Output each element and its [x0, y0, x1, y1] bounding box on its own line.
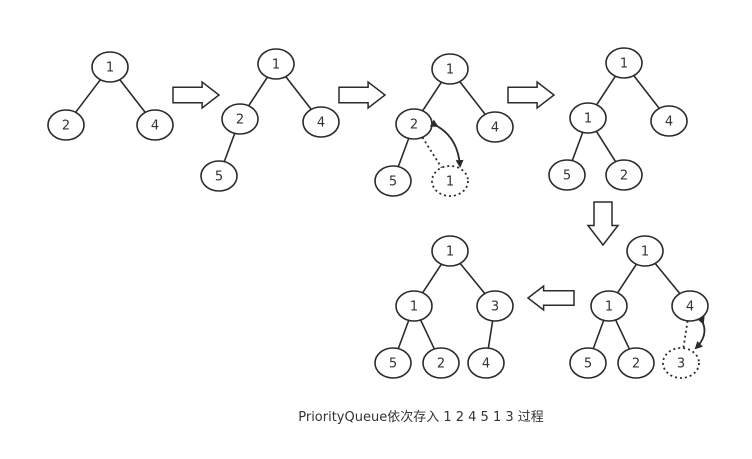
step-arrow-down [586, 201, 620, 247]
tree-edge [119, 79, 146, 113]
node-label: 1 [446, 63, 454, 78]
tree-node [617, 347, 655, 379]
tree-node [431, 235, 469, 267]
node-label: 1 [605, 300, 613, 315]
tree-node [200, 160, 238, 192]
step-arrow-right [338, 80, 387, 110]
node-label: 1 [641, 245, 649, 260]
node-label: 1 [272, 58, 280, 73]
tree-edge [421, 263, 443, 294]
tree-node [422, 347, 460, 379]
tree-edge [614, 319, 631, 350]
node-label: 5 [389, 357, 397, 372]
tree-node [548, 159, 586, 191]
tree-edge [595, 75, 617, 106]
new-node-label: 1 [446, 175, 454, 190]
tree-node [605, 47, 643, 79]
tree-edge [397, 138, 410, 167]
node-label: 2 [236, 113, 244, 128]
tree-node [91, 51, 129, 83]
pending-edge [421, 136, 443, 169]
pending-edge [682, 320, 689, 349]
step-arrow-left [526, 284, 575, 312]
tree-edge [419, 319, 436, 350]
node-label: 5 [584, 357, 592, 372]
tree-node [136, 109, 174, 141]
tree-node [257, 48, 295, 80]
node-label: 5 [389, 175, 397, 190]
node-label: 2 [437, 357, 445, 372]
new-node [431, 165, 469, 197]
tree-node [569, 102, 607, 134]
node-label: 1 [584, 112, 592, 127]
tree-node [476, 111, 514, 143]
tree-node [302, 106, 340, 138]
tree-edge [421, 81, 443, 112]
tree-edge [285, 76, 312, 110]
node-label: 4 [665, 115, 673, 130]
tree-edge [592, 320, 605, 349]
tree-node [590, 290, 628, 322]
node-label: 3 [491, 300, 499, 315]
tree-node [671, 290, 709, 322]
node-label: 2 [632, 357, 640, 372]
tree-edge [397, 320, 410, 349]
new-node [662, 347, 700, 379]
step-arrow-right [172, 80, 221, 110]
tree-edge [654, 262, 681, 295]
node-label: 4 [482, 357, 490, 372]
node-label: 4 [317, 116, 325, 131]
tree-node [374, 165, 412, 197]
tree-edge [247, 76, 269, 107]
tree-edge [571, 132, 584, 161]
tree-node [467, 347, 505, 379]
node-label: 4 [151, 119, 159, 134]
tree-node [605, 159, 643, 191]
tree-node [650, 105, 688, 137]
node-label: 2 [620, 169, 628, 184]
tree-edge [487, 320, 494, 349]
node-label: 1 [410, 300, 418, 315]
diagram-caption: PriorityQueue依次存入 1 2 4 5 1 3 过程 [298, 410, 544, 425]
node-label: 4 [686, 300, 694, 315]
tree-node [221, 103, 259, 135]
node-label: 2 [410, 118, 418, 133]
tree-edge [223, 133, 236, 162]
node-label: 4 [491, 121, 499, 136]
tree-edge [74, 79, 102, 113]
tree-edge [633, 75, 660, 109]
node-label: 1 [620, 57, 628, 72]
step-arrow-right [507, 80, 556, 110]
swap-arrow [429, 119, 464, 168]
tree-edge [616, 263, 638, 294]
node-label: 5 [215, 170, 223, 185]
tree-edge [595, 130, 617, 163]
tree-node [476, 290, 514, 322]
node-label: 5 [563, 169, 571, 184]
tree-edge [459, 81, 486, 115]
tree-node [431, 53, 469, 85]
tree-edge [459, 262, 486, 295]
swap-arrow [694, 315, 706, 350]
new-node-label: 3 [677, 357, 685, 372]
tree-node [47, 109, 85, 141]
tree-node [569, 347, 607, 379]
tree-node [374, 347, 412, 379]
node-label: 2 [62, 119, 70, 134]
node-label: 1 [106, 61, 114, 76]
node-label: 1 [446, 245, 454, 260]
tree-node [626, 235, 664, 267]
tree-node [395, 290, 433, 322]
